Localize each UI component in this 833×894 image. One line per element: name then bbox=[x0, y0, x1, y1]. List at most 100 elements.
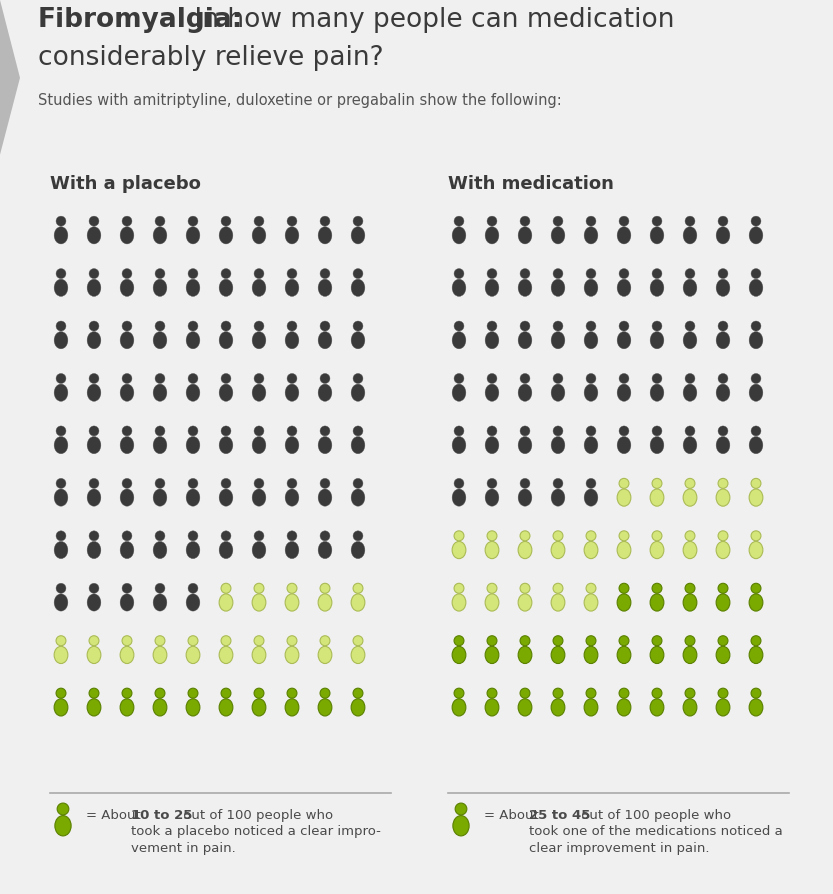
Circle shape bbox=[188, 531, 198, 541]
Ellipse shape bbox=[87, 594, 101, 611]
Ellipse shape bbox=[54, 489, 67, 506]
Ellipse shape bbox=[584, 436, 598, 454]
Ellipse shape bbox=[617, 279, 631, 297]
Circle shape bbox=[287, 374, 297, 384]
Ellipse shape bbox=[716, 384, 730, 401]
Circle shape bbox=[89, 374, 99, 384]
Ellipse shape bbox=[186, 646, 200, 663]
Circle shape bbox=[619, 531, 629, 541]
Circle shape bbox=[487, 531, 497, 541]
Circle shape bbox=[685, 321, 695, 331]
Ellipse shape bbox=[551, 489, 565, 506]
Circle shape bbox=[454, 374, 464, 384]
Circle shape bbox=[652, 478, 662, 488]
Ellipse shape bbox=[749, 279, 763, 297]
Ellipse shape bbox=[285, 594, 299, 611]
Circle shape bbox=[520, 321, 530, 331]
Ellipse shape bbox=[153, 646, 167, 663]
Circle shape bbox=[685, 216, 695, 226]
Circle shape bbox=[718, 583, 728, 594]
Ellipse shape bbox=[617, 594, 631, 611]
Circle shape bbox=[320, 688, 330, 698]
Ellipse shape bbox=[485, 436, 499, 454]
Circle shape bbox=[619, 216, 629, 226]
Circle shape bbox=[287, 688, 297, 698]
Text: out of 100 people who: out of 100 people who bbox=[179, 809, 333, 822]
Ellipse shape bbox=[352, 699, 365, 716]
Circle shape bbox=[455, 803, 466, 814]
Ellipse shape bbox=[352, 489, 365, 506]
Ellipse shape bbox=[186, 594, 200, 611]
Ellipse shape bbox=[120, 699, 134, 716]
Circle shape bbox=[221, 688, 231, 698]
Circle shape bbox=[89, 478, 99, 488]
Circle shape bbox=[487, 583, 497, 594]
Ellipse shape bbox=[219, 332, 233, 349]
Text: Studies with amitriptyline, duloxetine or pregabalin show the following:: Studies with amitriptyline, duloxetine o… bbox=[38, 93, 561, 108]
Ellipse shape bbox=[485, 332, 499, 349]
Ellipse shape bbox=[617, 646, 631, 663]
Ellipse shape bbox=[551, 332, 565, 349]
Circle shape bbox=[619, 374, 629, 384]
Ellipse shape bbox=[485, 489, 499, 506]
Ellipse shape bbox=[749, 699, 763, 716]
Circle shape bbox=[586, 426, 596, 436]
Circle shape bbox=[487, 374, 497, 384]
Ellipse shape bbox=[551, 542, 565, 559]
Ellipse shape bbox=[452, 332, 466, 349]
Ellipse shape bbox=[219, 542, 233, 559]
Ellipse shape bbox=[87, 332, 101, 349]
Ellipse shape bbox=[518, 594, 532, 611]
Circle shape bbox=[652, 583, 662, 594]
Circle shape bbox=[652, 216, 662, 226]
Circle shape bbox=[652, 426, 662, 436]
Ellipse shape bbox=[54, 699, 67, 716]
Ellipse shape bbox=[285, 489, 299, 506]
Ellipse shape bbox=[716, 436, 730, 454]
Circle shape bbox=[652, 321, 662, 331]
Circle shape bbox=[751, 426, 761, 436]
Circle shape bbox=[320, 268, 330, 279]
Circle shape bbox=[155, 268, 165, 279]
Circle shape bbox=[56, 321, 66, 331]
Circle shape bbox=[188, 636, 198, 645]
Circle shape bbox=[520, 374, 530, 384]
Ellipse shape bbox=[153, 279, 167, 297]
Circle shape bbox=[254, 478, 264, 488]
Circle shape bbox=[353, 531, 363, 541]
Circle shape bbox=[287, 268, 297, 279]
Circle shape bbox=[353, 636, 363, 645]
Ellipse shape bbox=[749, 594, 763, 611]
Circle shape bbox=[520, 531, 530, 541]
Ellipse shape bbox=[650, 646, 664, 663]
Circle shape bbox=[155, 636, 165, 645]
Circle shape bbox=[221, 268, 231, 279]
Circle shape bbox=[155, 478, 165, 488]
Circle shape bbox=[619, 321, 629, 331]
Ellipse shape bbox=[54, 384, 67, 401]
Ellipse shape bbox=[683, 594, 697, 611]
Ellipse shape bbox=[252, 384, 266, 401]
Ellipse shape bbox=[584, 594, 598, 611]
Ellipse shape bbox=[318, 227, 332, 244]
Circle shape bbox=[320, 583, 330, 594]
Ellipse shape bbox=[452, 384, 466, 401]
Ellipse shape bbox=[683, 489, 697, 506]
Ellipse shape bbox=[683, 542, 697, 559]
Circle shape bbox=[353, 478, 363, 488]
Ellipse shape bbox=[617, 542, 631, 559]
Ellipse shape bbox=[219, 227, 233, 244]
Ellipse shape bbox=[186, 436, 200, 454]
Circle shape bbox=[155, 688, 165, 698]
Circle shape bbox=[718, 636, 728, 645]
Ellipse shape bbox=[318, 332, 332, 349]
Circle shape bbox=[188, 426, 198, 436]
Ellipse shape bbox=[252, 542, 266, 559]
Circle shape bbox=[718, 478, 728, 488]
Ellipse shape bbox=[186, 542, 200, 559]
Ellipse shape bbox=[518, 699, 532, 716]
Circle shape bbox=[454, 636, 464, 645]
Circle shape bbox=[254, 374, 264, 384]
Ellipse shape bbox=[485, 699, 499, 716]
Circle shape bbox=[751, 583, 761, 594]
